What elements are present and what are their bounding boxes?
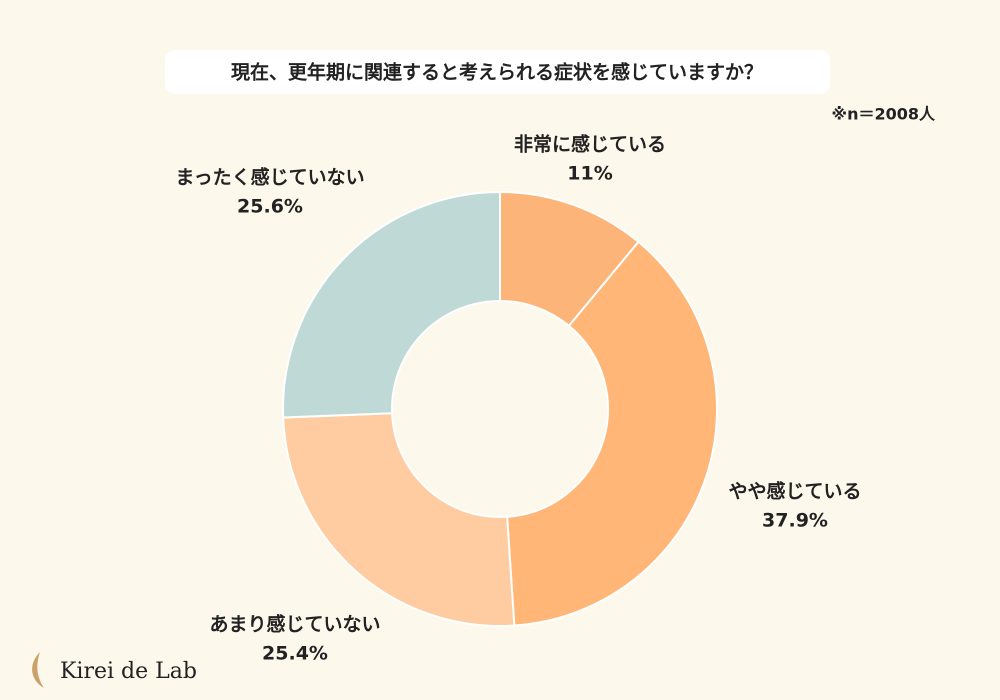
- value-label: 11%: [567, 163, 612, 185]
- logo-icon: [32, 652, 44, 688]
- slice-label: あまり感じていない: [209, 613, 380, 636]
- slice-label: まったく感じていない: [175, 166, 364, 189]
- donut-slice: [282, 412, 516, 627]
- chart-title: 現在、更年期に関連すると考えられる症状を感じていますか？: [231, 61, 763, 84]
- donut-slice: [506, 240, 718, 627]
- slice-label: 非常に感じている: [514, 133, 666, 156]
- note: ※n＝2008人: [832, 105, 936, 124]
- donut-slice: [282, 190, 501, 419]
- value-label: 25.4%: [262, 643, 328, 665]
- value-label: 25.6%: [237, 196, 303, 218]
- title-box: [165, 50, 830, 94]
- value-label: 37.9%: [762, 510, 828, 532]
- slice-label: やや感じている: [728, 480, 861, 503]
- logo: Kirei de Lab: [60, 659, 197, 684]
